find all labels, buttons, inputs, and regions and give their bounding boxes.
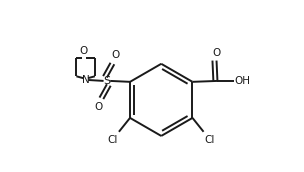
Text: Cl: Cl: [205, 135, 215, 144]
Text: Cl: Cl: [108, 135, 118, 144]
Text: S: S: [103, 76, 110, 86]
Text: O: O: [111, 50, 119, 60]
Text: O: O: [80, 46, 88, 56]
Text: O: O: [212, 48, 221, 58]
Text: O: O: [95, 102, 103, 112]
Text: OH: OH: [234, 76, 250, 86]
Text: N: N: [82, 75, 89, 85]
